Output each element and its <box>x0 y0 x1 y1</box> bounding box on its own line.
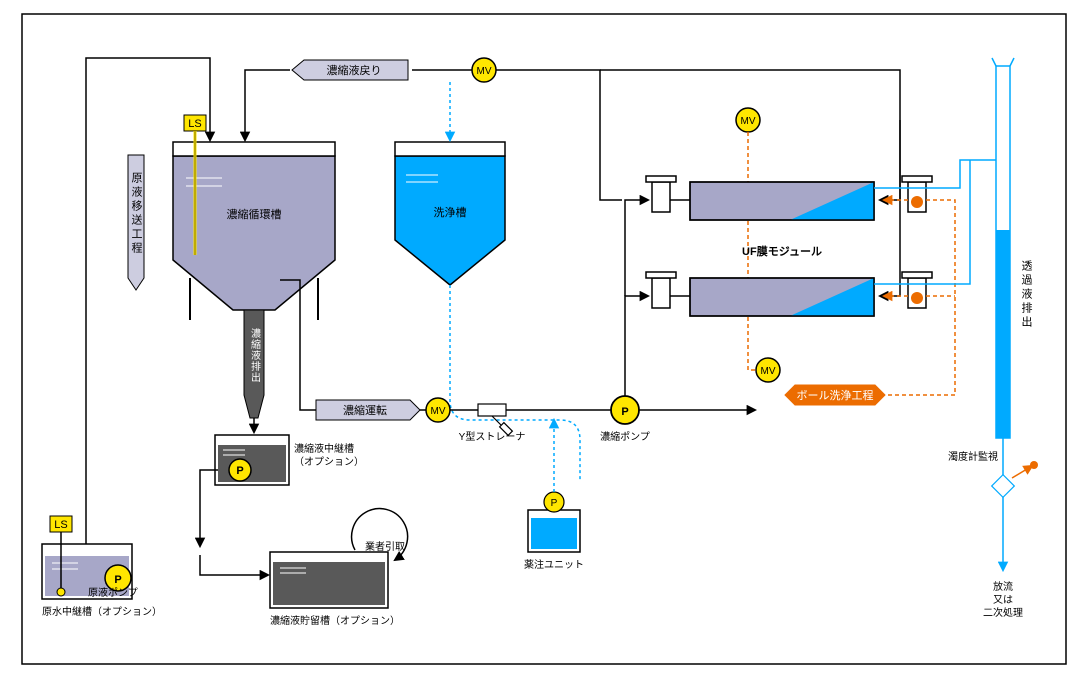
y-strainer-icon <box>478 404 512 435</box>
chem-unit: P <box>528 420 580 552</box>
ball-wash-label: ボール洗浄工程 <box>797 388 874 402</box>
return-label: 濃縮液戻り <box>327 63 382 77</box>
p-icon-conc: P <box>621 406 628 418</box>
process-flow-diagram: LS P 原水中継槽（オプション） 原液ポンプ 原液移送工程 LS 濃縮循環槽 … <box>0 0 1089 678</box>
mv-return: MV <box>477 66 492 77</box>
conc-relay-tank-label: 濃縮液中継槽 <box>294 442 354 455</box>
conc-discharge-label: 濃縮液排出 <box>249 327 261 383</box>
uf-module-1 <box>646 176 932 220</box>
final-out-2: 又は <box>993 594 1013 606</box>
final-out-3: 二次処理 <box>983 606 1023 619</box>
p-icon-relay: P <box>236 465 243 477</box>
storage-tank-label: 濃縮液貯留槽（オプション） <box>270 614 400 627</box>
mv-concop: MV <box>431 406 446 417</box>
p-icon-raw: P <box>114 574 121 586</box>
conc-op-label: 濃縮運転 <box>343 403 387 417</box>
storage-tank <box>200 552 388 608</box>
ls-label-2: LS <box>188 118 201 130</box>
turbidity-label: 濁度計監視 <box>948 450 998 463</box>
conc-pump-label: 濃縮ポンプ <box>600 430 650 443</box>
turbidity-meter-icon <box>992 461 1038 497</box>
permeate-label: 透過液排出 <box>1020 260 1033 330</box>
transfer-process-label: 原液移送工程 <box>130 172 143 256</box>
ls-label-1: LS <box>54 519 67 531</box>
mv-ball: MV <box>761 366 776 377</box>
raw-relay-tank-label: 原水中継槽（オプション） <box>42 605 162 618</box>
final-out-1: 放流 <box>993 580 1013 593</box>
conc-relay-option-label: （オプション） <box>294 456 364 468</box>
raw-relay-tank: LS P <box>42 516 132 599</box>
uf-module-2 <box>646 272 932 316</box>
strainer-label: Y型ストレーナ <box>459 430 526 443</box>
mv-split: MV <box>741 116 756 127</box>
p-icon-chem: P <box>551 498 558 509</box>
raw-pump-label: 原液ポンプ <box>88 586 138 599</box>
chem-unit-label: 薬注ユニット <box>524 558 584 571</box>
vendor-pickup-label: 業者引取 <box>365 540 405 553</box>
circ-tank-label: 濃縮循環槽 <box>227 207 282 221</box>
permeate-column <box>992 58 1014 438</box>
uf-module-label: UF膜モジュール <box>742 244 822 258</box>
conc-relay-tank: P <box>215 418 289 485</box>
wash-tank-label: 洗浄槽 <box>434 205 467 219</box>
